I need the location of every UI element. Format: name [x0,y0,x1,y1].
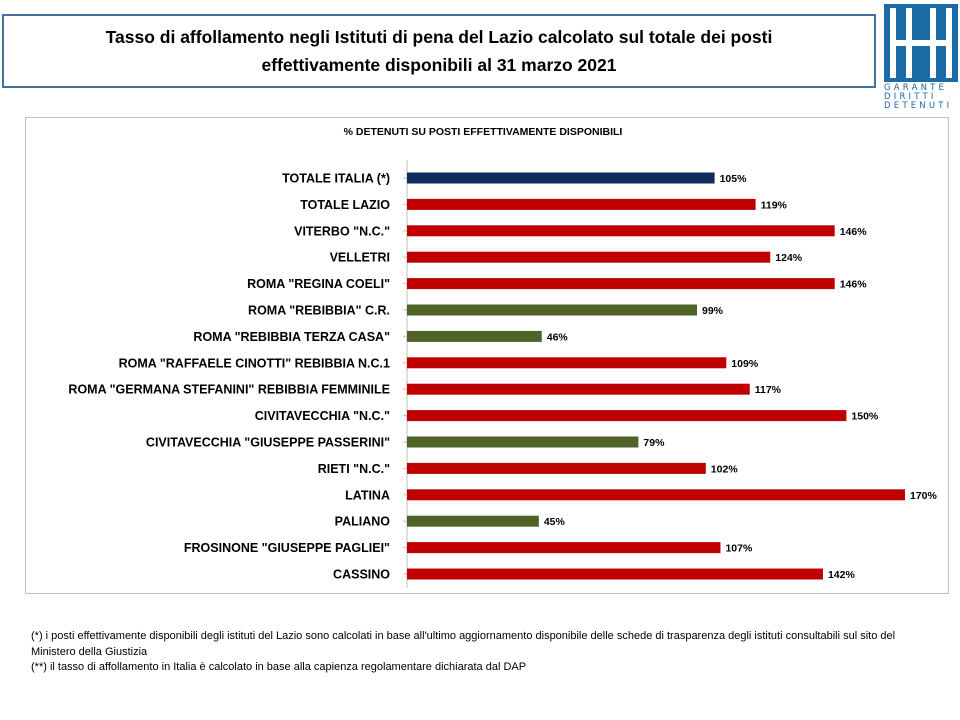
data-label: 124% [775,252,803,264]
category-label: ROMA "REGINA COELI" [247,277,390,291]
bar [407,251,771,263]
bar [407,304,698,316]
page-title-line-1: Tasso di affollamento negli Istituti di … [105,27,773,47]
category-label: CIVITAVECCHIA "N.C." [255,409,390,423]
garante-logo: GARANTE DIRITTI DETENUTI [884,4,960,111]
title-box: Tasso di affollamento negli Istituti di … [2,14,876,88]
bar-chart: % DETENUTI SU POSTI EFFETTIVAMENTE DISPO… [68,126,938,588]
chart-subtitle: % DETENUTI SU POSTI EFFETTIVAMENTE DISPO… [344,126,623,138]
category-label: ROMA "GERMANA STEFANINI" REBIBBIA FEMMIN… [68,383,390,397]
category-label: RIETI "N.C." [318,462,390,476]
logo-text-line-3: DETENUTI [884,101,953,111]
category-label: CASSINO [333,568,390,582]
category-label: TOTALE LAZIO [300,198,390,212]
category-label: LATINA [345,488,390,502]
category-label: TOTALE ITALIA (*) [282,172,390,186]
bar [407,330,542,342]
bar [407,515,539,527]
data-label: 142% [828,569,856,581]
category-label: VELLETRI [330,251,390,265]
logo-text-line-1: GARANTE [884,83,948,93]
bar [407,278,835,290]
bar [407,383,750,395]
data-label: 99% [702,305,724,317]
category-label: CIVITAVECCHIA "GIUSEPPE PASSERINI" [146,436,390,450]
data-label: 109% [731,358,759,370]
bar [407,357,727,369]
bar [407,542,721,554]
category-label: VITERBO "N.C." [294,224,390,238]
chart-frame: % DETENUTI SU POSTI EFFETTIVAMENTE DISPO… [25,117,949,594]
footnote-1: (*) i posti effettivamente disponibili d… [31,630,896,658]
data-label: 102% [711,463,739,475]
category-label: ROMA "REBIBBIA TERZA CASA" [193,330,390,344]
bar [407,568,823,580]
garante-logo-mark-icon [884,4,958,82]
bar [407,172,715,184]
footnote-2: (**) il tasso di affollamento in Italia … [31,661,527,673]
data-label: 107% [725,543,753,555]
data-label: 79% [643,437,665,449]
footnotes: (*) i posti effettivamente disponibili d… [31,629,941,676]
data-label: 117% [755,384,782,396]
data-label: 45% [544,516,566,528]
data-label: 170% [910,490,938,502]
bar [407,225,835,237]
logo-text-line-2: DIRITTI [884,92,937,102]
category-label: ROMA "RAFFAELE CINOTTI" REBIBBIA N.C.1 [119,356,390,370]
bar [407,462,706,474]
data-label: 119% [761,199,788,211]
page-title-line-2: effettivamente disponibili al 31 marzo 2… [261,55,617,75]
data-label: 105% [720,173,748,185]
bars-group: TOTALE ITALIA (*) 105% TOTALE LAZIO 119% VIT… [68,172,937,582]
bar [407,436,639,448]
category-label: FROSINONE "GIUSEPPE PAGLIEI" [184,541,390,555]
data-label: 146% [840,279,868,291]
data-label: 146% [840,226,868,238]
category-label: PALIANO [335,515,391,529]
bar [407,489,905,501]
data-label: 46% [547,331,569,343]
bar [407,410,847,422]
category-label: ROMA "REBIBBIA" C.R. [248,304,390,318]
bar [407,198,756,210]
data-label: 150% [851,411,879,423]
